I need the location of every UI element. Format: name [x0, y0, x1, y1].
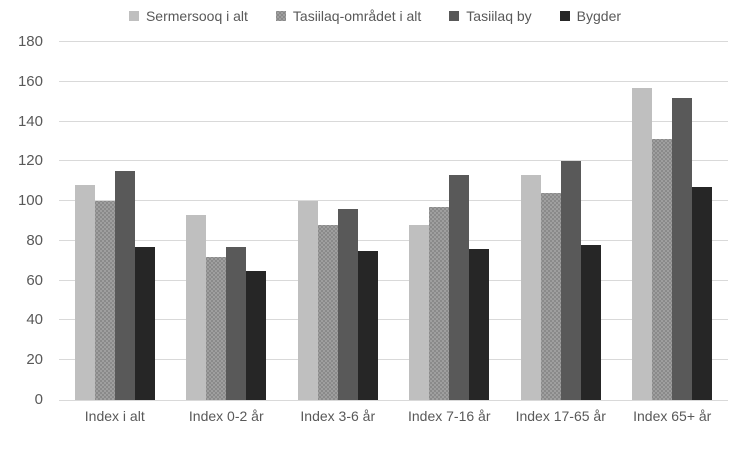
y-tick-label: 100 [17, 192, 43, 210]
bar-groups [59, 42, 728, 400]
bar [652, 139, 673, 400]
y-tick-label: 40 [26, 311, 43, 329]
y-tick-label: 20 [26, 351, 43, 369]
bar [94, 201, 115, 400]
y-tick-label: 120 [17, 152, 43, 170]
bar [74, 185, 95, 400]
bar [429, 207, 450, 400]
gridline [59, 279, 728, 281]
y-tick-label: 0 [34, 391, 43, 408]
bar [246, 270, 267, 400]
y-tick-label: 80 [26, 231, 43, 249]
bar-group [282, 42, 394, 400]
x-axis-labels: Index i alt Index 0-2 år Index 3-6 år Index… [59, 408, 728, 424]
y-tick-label: 140 [17, 112, 43, 130]
chart-legend: Sermersooq i alt Tasiilaq-området i alt Ta… [0, 8, 750, 24]
legend-swatch-icon [559, 11, 570, 21]
y-tick-label: 60 [26, 271, 43, 289]
legend-label: Bygder [576, 8, 622, 24]
bar [317, 224, 338, 400]
bar [114, 171, 135, 400]
legend-label: Tasiilaq by [466, 8, 532, 24]
bar [580, 244, 601, 400]
bar [186, 215, 207, 400]
gridline [59, 120, 728, 122]
bar-group [59, 42, 171, 400]
bar [672, 97, 693, 400]
bar [206, 256, 227, 400]
gridline [59, 160, 728, 162]
bar [520, 175, 541, 400]
bar [560, 161, 581, 400]
bar [540, 193, 561, 400]
legend-swatch-icon [275, 11, 286, 21]
gridline [59, 200, 728, 202]
legend-label: Tasiilaq-området i alt [292, 8, 422, 24]
x-category-label: Index i alt [84, 408, 145, 424]
legend-item: Sermersooq i alt [128, 8, 248, 24]
bar [226, 246, 247, 400]
bar [632, 87, 653, 400]
legend-swatch-icon [449, 11, 460, 21]
x-category-label: Index 65+ år [633, 408, 712, 424]
legend-item: Bygder [559, 8, 622, 24]
bar-group [505, 42, 617, 400]
x-category-label: Index 0-2 år [188, 408, 264, 424]
plot-area [59, 41, 728, 401]
bar [297, 201, 318, 400]
gridline [59, 319, 728, 321]
bar [357, 250, 378, 400]
bar [134, 246, 155, 400]
bar [337, 209, 358, 400]
x-category-label: Index 7-16 år [408, 408, 491, 424]
bar [469, 248, 490, 400]
legend-label: Sermersooq i alt [145, 8, 248, 24]
legend-swatch-icon [128, 11, 139, 21]
gridline [59, 80, 728, 82]
legend-item: Tasiilaq-området i alt [275, 8, 422, 24]
bar-group [617, 42, 729, 400]
bar-group [394, 42, 506, 400]
legend-item: Tasiilaq by [449, 8, 532, 24]
x-category-label: Index 17-65 år [515, 408, 606, 424]
bar [449, 175, 470, 400]
bar [692, 187, 713, 400]
y-tick-label: 160 [17, 72, 43, 90]
gridline [59, 41, 728, 42]
bar [409, 224, 430, 400]
gridline [59, 239, 728, 241]
y-tick-label: 180 [17, 33, 43, 50]
gridline [59, 359, 728, 361]
x-category-label: Index 3-6 år [300, 408, 376, 424]
bar-group [171, 42, 283, 400]
y-axis-labels: 0 20 40 60 80 100 120 140 160 180 [0, 0, 46, 450]
